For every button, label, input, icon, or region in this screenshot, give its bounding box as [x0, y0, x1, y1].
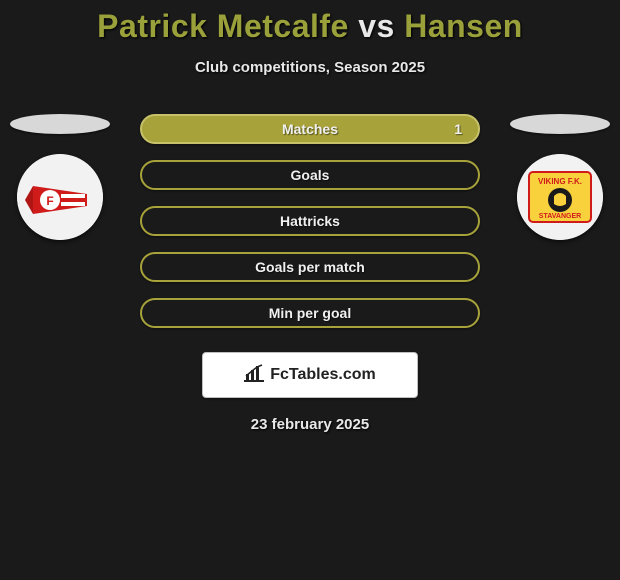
stat-label: Min per goal: [269, 305, 351, 321]
stat-bar-goals-per-match: Goals per match: [140, 252, 480, 282]
svg-text:VIKING F.K.: VIKING F.K.: [538, 177, 582, 186]
player1-ellipse: [10, 114, 110, 134]
stat-bar-goals: Goals: [140, 160, 480, 190]
footer-date: 23 february 2025: [0, 416, 620, 433]
player2-name: Hansen: [404, 8, 523, 44]
stat-bar-min-per-goal: Min per goal: [140, 298, 480, 328]
viking-icon: VIKING F.K. STAVANGER: [517, 154, 603, 240]
stat-label: Matches: [282, 121, 338, 137]
subtitle: Club competitions, Season 2025: [0, 59, 620, 76]
stat-bar-hattricks: Hattricks: [140, 206, 480, 236]
stat-label: Goals per match: [255, 259, 365, 275]
player2-ellipse: [510, 114, 610, 134]
player1-club-badge: F: [17, 154, 103, 240]
svg-text:F: F: [46, 194, 53, 208]
player2-column: VIKING F.K. STAVANGER: [510, 114, 610, 240]
stats-area: F VIKING F.K. STAVANGER Matches 1 Goals: [0, 114, 620, 344]
brand-text: FcTables.com: [270, 366, 376, 384]
stat-bar-matches: Matches 1: [140, 114, 480, 144]
stat-label: Goals: [291, 167, 330, 183]
player1-name: Patrick Metcalfe: [97, 8, 349, 44]
comparison-title: Patrick Metcalfe vs Hansen: [0, 0, 620, 45]
stat-bars: Matches 1 Goals Hattricks Goals per matc…: [140, 114, 480, 328]
stat-value-right: 1: [454, 121, 462, 137]
brand-box: FcTables.com: [202, 352, 418, 398]
chart-icon: [244, 364, 264, 387]
fredrikstad-icon: F: [17, 154, 103, 240]
player2-club-badge: VIKING F.K. STAVANGER: [517, 154, 603, 240]
player1-column: F: [10, 114, 110, 240]
vs-text: vs: [358, 8, 395, 44]
stat-label: Hattricks: [280, 213, 340, 229]
svg-text:STAVANGER: STAVANGER: [539, 213, 581, 220]
